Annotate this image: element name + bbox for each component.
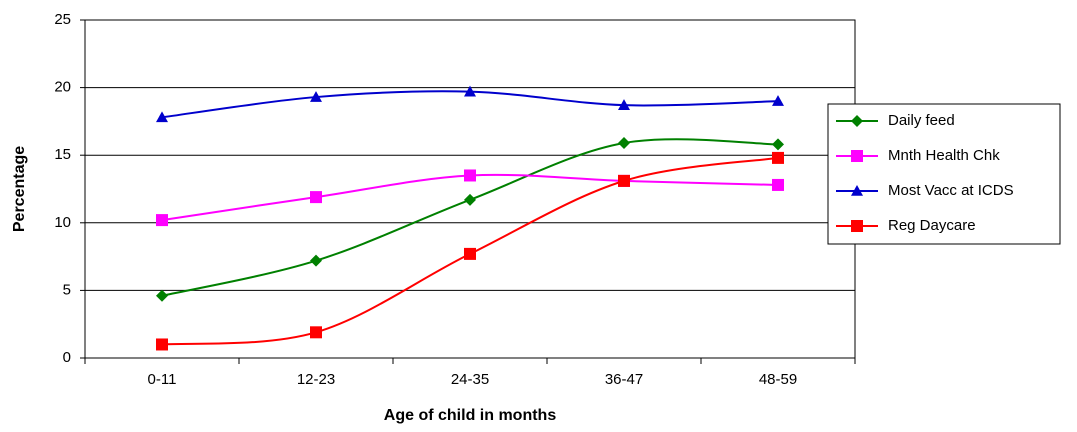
data-point: [772, 138, 784, 151]
x-axis-title: Age of child in months: [384, 407, 557, 424]
x-tick-label: 48-59: [759, 371, 797, 388]
legend-box: [827, 103, 1061, 245]
data-point: [156, 289, 168, 302]
data-point: [310, 254, 322, 267]
data-point: [464, 193, 476, 206]
y-tick-label: 20: [54, 79, 71, 96]
data-point: [310, 91, 322, 102]
y-axis-title: Percentage: [11, 146, 28, 232]
data-point: [156, 111, 168, 123]
legend-label: Daily feed: [888, 112, 955, 129]
data-point: [618, 137, 630, 150]
y-tick-label: 25: [54, 11, 71, 28]
legend-marker: [851, 150, 863, 162]
legend-label: Most Vacc at ICDS: [888, 182, 1014, 199]
data-point: [772, 151, 784, 164]
plot-area: [84, 19, 856, 359]
y-tick-label: 5: [63, 281, 71, 298]
x-tick-label: 24-35: [451, 371, 489, 388]
x-tick-label: 12-23: [297, 371, 335, 388]
data-point: [772, 178, 784, 191]
y-tick-label: 10: [54, 214, 71, 231]
legend-marker: [851, 115, 863, 127]
data-point: [772, 95, 784, 106]
legend-marker: [851, 185, 863, 196]
legend-label: Reg Daycare: [888, 217, 976, 234]
data-point: [618, 99, 630, 110]
data-point: [310, 326, 322, 339]
x-tick-label: 36-47: [605, 371, 643, 388]
y-tick-label: 0: [63, 349, 71, 366]
data-point: [464, 247, 476, 260]
legend-label: Mnth Health Chk: [888, 147, 1000, 164]
y-tick-label: 15: [54, 146, 71, 163]
data-point: [618, 174, 630, 187]
data-point: [156, 214, 168, 227]
data-point: [464, 169, 476, 182]
data-point: [310, 191, 322, 204]
legend-marker: [851, 220, 863, 232]
data-point: [464, 85, 476, 97]
x-tick-label: 0-11: [148, 371, 177, 388]
data-point: [156, 338, 168, 351]
